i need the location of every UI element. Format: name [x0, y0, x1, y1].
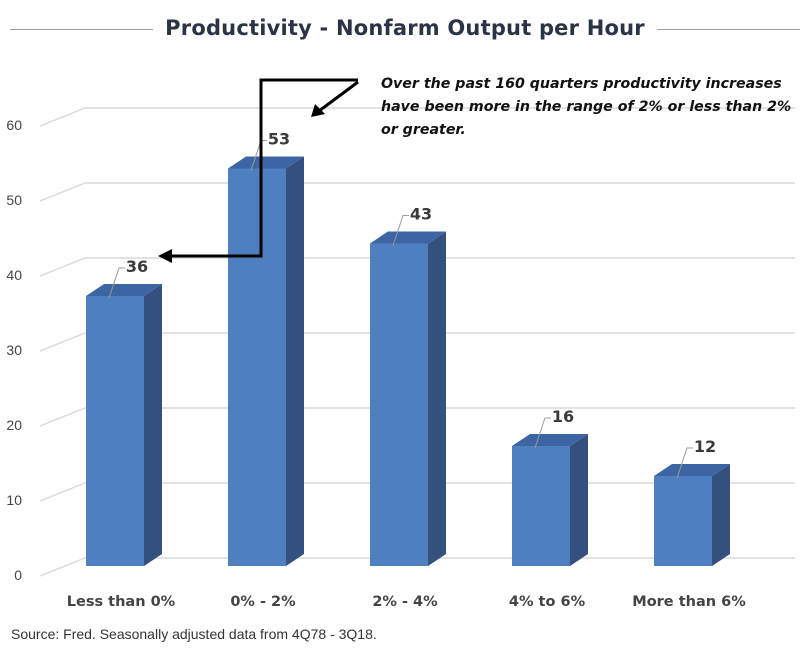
- y-tick-label: 0: [14, 567, 22, 583]
- data-label: 16: [552, 407, 574, 426]
- data-label: 12: [694, 437, 716, 456]
- bar-side: [570, 434, 588, 566]
- gridline-slant: [39, 482, 86, 502]
- chart-title-bar: Productivity - Nonfarm Output per Hour: [0, 12, 810, 46]
- bar-group: [654, 464, 730, 566]
- bar-top: [228, 156, 304, 169]
- data-label: 36: [126, 257, 148, 276]
- bar: [228, 168, 286, 566]
- gridline-slant: [39, 182, 86, 202]
- y-tick-label: 30: [6, 342, 22, 358]
- y-tick-label: 40: [6, 267, 22, 283]
- bar-side: [712, 464, 730, 566]
- source-note: Source: Fred. Seasonally adjusted data f…: [11, 626, 377, 642]
- data-label: 43: [410, 205, 432, 224]
- x-tick-label: More than 6%: [632, 594, 746, 610]
- bar-group: [512, 434, 588, 566]
- bar-side: [428, 231, 446, 566]
- bar-group: [370, 231, 446, 566]
- gridline-slant: [39, 257, 86, 277]
- y-tick-label: 60: [6, 117, 22, 133]
- annotation-text: Over the past 160 quarters productivity …: [381, 76, 792, 138]
- bar: [86, 296, 144, 566]
- x-axis-ticks: Less than 0% 0% - 2% 2% - 4% 4% to 6% More t…: [67, 594, 746, 610]
- bar: [370, 243, 428, 566]
- data-label-leader: [392, 215, 409, 246]
- bar-top: [654, 464, 730, 476]
- annotation-arrow-to-53: [318, 80, 359, 113]
- gridline-slant: [39, 407, 86, 427]
- data-label-leader: [108, 267, 125, 299]
- bar-top: [370, 231, 446, 244]
- x-tick-label: 2% - 4%: [372, 594, 438, 610]
- data-label: 53: [268, 130, 290, 149]
- y-tick-label: 20: [6, 417, 22, 433]
- bar: [512, 446, 570, 566]
- y-axis-ticks: 0 10 20 30 40 50 60: [6, 117, 22, 583]
- gridline-slant: [39, 107, 86, 127]
- bar-group: [228, 156, 304, 566]
- data-label-leader: [676, 447, 693, 479]
- annotation-arrows: [158, 78, 359, 263]
- chart-title: Productivity - Nonfarm Output per Hour: [153, 16, 657, 40]
- chart-title-container: Productivity - Nonfarm Output per Hour: [0, 16, 810, 40]
- x-tick-label: 4% to 6%: [509, 594, 586, 610]
- bar-side: [286, 156, 304, 566]
- gridline-slant: [39, 557, 86, 577]
- y-tick-label: 10: [6, 492, 22, 508]
- bar-group: [86, 284, 162, 566]
- y-tick-label: 50: [6, 192, 22, 208]
- title-rule-left: [10, 29, 185, 30]
- bar-side: [144, 284, 162, 566]
- annotation-arrowhead-53: [311, 104, 325, 117]
- annotation-arrow-to-36: [170, 78, 358, 258]
- bars: [86, 156, 730, 566]
- x-tick-label: Less than 0%: [67, 594, 176, 610]
- annotation-arrowhead-36: [158, 249, 172, 263]
- data-label-leader: [534, 417, 551, 449]
- gridline-slant: [39, 332, 86, 352]
- data-labels: 36 53 43 16 12: [108, 130, 716, 479]
- x-tick-label: 0% - 2%: [230, 594, 296, 610]
- bar: [654, 476, 712, 566]
- bar-top: [512, 434, 588, 446]
- bar-chart: 0 10 20 30 40 50 60 Less than 0% 0% - 2% 2% - 4%…: [6, 78, 795, 610]
- title-rule-right: [632, 29, 800, 30]
- bar-top: [86, 284, 162, 296]
